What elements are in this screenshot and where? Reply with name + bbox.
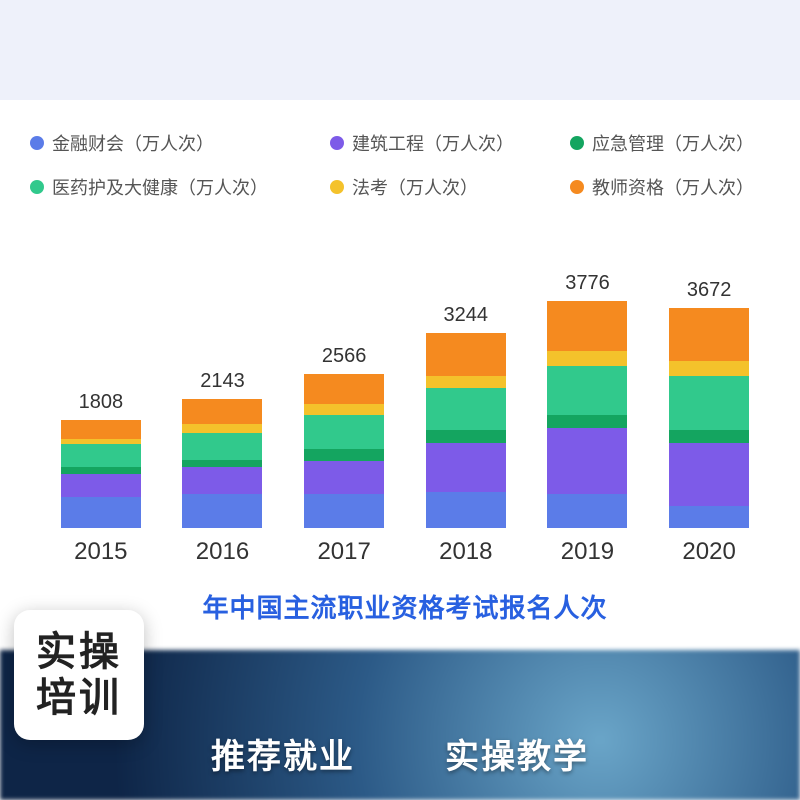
legend-label: 法考（万人次） — [352, 174, 478, 200]
bar-total-label: 2566 — [322, 345, 367, 368]
bar-segment-finance — [61, 497, 141, 528]
bar-segment-health — [669, 376, 749, 430]
bar-segment-law — [547, 351, 627, 366]
bar-column: 3776 — [542, 272, 632, 528]
bar-segment-health — [547, 366, 627, 415]
bar-segment-finance — [304, 494, 384, 528]
bar-column: 2566 — [299, 345, 389, 528]
bar-segment-emergency — [426, 430, 506, 443]
bar-segment-law — [669, 361, 749, 377]
bar-total-label: 1808 — [79, 391, 124, 414]
bar-segment-construct — [182, 467, 262, 494]
bar-stack — [304, 374, 384, 528]
bar-segment-emergency — [61, 467, 141, 474]
bar-stack — [547, 301, 627, 528]
x-axis-label: 2019 — [542, 538, 632, 566]
x-axis-label: 2015 — [56, 538, 146, 566]
bar-total-label: 3672 — [687, 279, 732, 302]
bar-stack — [669, 308, 749, 528]
legend-row: 医药护及大健康（万人次） 法考（万人次） 教师资格（万人次） — [30, 174, 780, 200]
bar-total-label: 2143 — [200, 370, 245, 393]
header-band — [0, 0, 800, 100]
bar-column: 3244 — [421, 304, 511, 528]
legend-item-construct: 建筑工程（万人次） — [330, 130, 570, 156]
footer-text-right: 实操教学 — [445, 729, 589, 778]
bar-segment-teacher — [669, 308, 749, 361]
badge-line-1: 实操 — [36, 629, 122, 675]
bar-column: 1808 — [56, 391, 146, 528]
bar-column: 3672 — [664, 279, 754, 528]
bar-total-label: 3244 — [444, 304, 489, 327]
x-axis-label: 2018 — [421, 538, 511, 566]
legend-label: 医药护及大健康（万人次） — [52, 174, 268, 200]
bar-segment-law — [182, 424, 262, 432]
x-axis: 2015 2016 2017 2018 2019 2020 — [30, 528, 780, 566]
bar-segment-teacher — [182, 399, 262, 424]
legend-swatch — [570, 136, 584, 150]
x-axis-label: 2017 — [299, 538, 389, 566]
bar-stack — [426, 333, 506, 528]
legend-item-teacher: 教师资格（万人次） — [570, 174, 770, 200]
bar-stack — [182, 399, 262, 528]
bar-total-label: 3776 — [565, 272, 610, 295]
bar-segment-law — [426, 376, 506, 388]
legend-label: 建筑工程（万人次） — [352, 130, 514, 156]
legend-label: 教师资格（万人次） — [592, 174, 754, 200]
bar-segment-construct — [669, 443, 749, 506]
legend-item-emergency: 应急管理（万人次） — [570, 130, 770, 156]
bar-segment-law — [304, 404, 384, 415]
bar-segment-finance — [182, 494, 262, 528]
x-axis-label: 2016 — [177, 538, 267, 566]
chart-container: 金融财会（万人次） 建筑工程（万人次） 应急管理（万人次） 医药护及大健康（万人次） 法… — [0, 100, 800, 625]
bar-segment-health — [426, 388, 506, 430]
legend-label: 金融财会（万人次） — [52, 130, 214, 156]
bar-segment-emergency — [182, 460, 262, 468]
bar-segment-construct — [547, 428, 627, 494]
legend-swatch — [570, 180, 584, 194]
bar-segment-teacher — [426, 333, 506, 375]
bar-segment-health — [61, 444, 141, 467]
legend-item-law: 法考（万人次） — [330, 174, 570, 200]
bar-stack — [61, 420, 141, 528]
bar-segment-emergency — [669, 430, 749, 443]
bar-segment-finance — [547, 494, 627, 528]
bar-segment-teacher — [61, 420, 141, 440]
badge-line-2: 培训 — [36, 675, 122, 721]
legend-label: 应急管理（万人次） — [592, 130, 754, 156]
bar-segment-health — [304, 415, 384, 449]
bar-segment-teacher — [304, 374, 384, 404]
bar-segment-finance — [426, 492, 506, 528]
legend-swatch — [30, 180, 44, 194]
bar-segment-emergency — [547, 415, 627, 428]
legend-item-finance: 金融财会（万人次） — [30, 130, 330, 156]
bar-segment-construct — [61, 474, 141, 497]
bar-segment-health — [182, 433, 262, 460]
bar-segment-construct — [426, 443, 506, 492]
legend: 金融财会（万人次） 建筑工程（万人次） 应急管理（万人次） 医药护及大健康（万人次） 法… — [30, 100, 780, 248]
bar-column: 2143 — [177, 370, 267, 528]
legend-swatch — [330, 180, 344, 194]
bar-segment-construct — [304, 461, 384, 495]
legend-swatch — [30, 136, 44, 150]
bar-segment-teacher — [547, 301, 627, 351]
bar-segment-finance — [669, 506, 749, 528]
promo-badge: 实操 培训 — [14, 610, 144, 740]
legend-item-health: 医药护及大健康（万人次） — [30, 174, 330, 200]
footer-text-left: 推荐就业 — [211, 729, 355, 778]
legend-swatch — [330, 136, 344, 150]
bar-segment-emergency — [304, 449, 384, 461]
legend-row: 金融财会（万人次） 建筑工程（万人次） 应急管理（万人次） — [30, 130, 780, 156]
bars-area: 1808 2143 2566 3244 3776 3672 — [30, 248, 780, 528]
x-axis-label: 2020 — [664, 538, 754, 566]
